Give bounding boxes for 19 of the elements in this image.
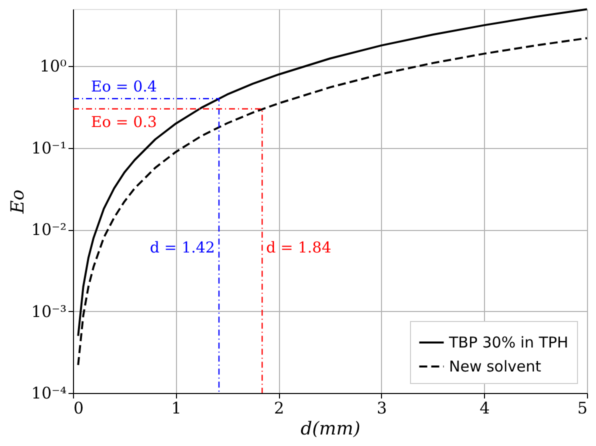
- legend-label: New solvent: [449, 358, 542, 376]
- annotation: d = 1.42: [150, 238, 215, 257]
- annotation: d = 1.84: [266, 238, 332, 257]
- x-axis-title: d(mm): [300, 418, 360, 440]
- x-tick-label: 2: [274, 398, 284, 418]
- legend-label: TBP 30% in TPH: [448, 334, 568, 352]
- x-tick-label: 4: [480, 398, 490, 418]
- x-tick-label: 5: [577, 398, 588, 418]
- annotation: Eo = 0.3: [91, 112, 157, 131]
- y-tick-label: 10⁻³: [31, 302, 66, 321]
- y-tick-label: 10⁻¹: [31, 138, 66, 158]
- y-tick-label: 10⁻²: [31, 220, 66, 240]
- y-tick-label: 10⁻⁴: [31, 384, 66, 402]
- y-axis-title: Eo: [7, 189, 28, 214]
- y-tick-label: 10⁰: [40, 56, 66, 76]
- annotation: Eo = 0.4: [91, 78, 157, 96]
- x-tick-label: 1: [171, 398, 182, 418]
- x-tick-label: 0: [74, 398, 84, 418]
- x-tick-label: 3: [376, 398, 387, 418]
